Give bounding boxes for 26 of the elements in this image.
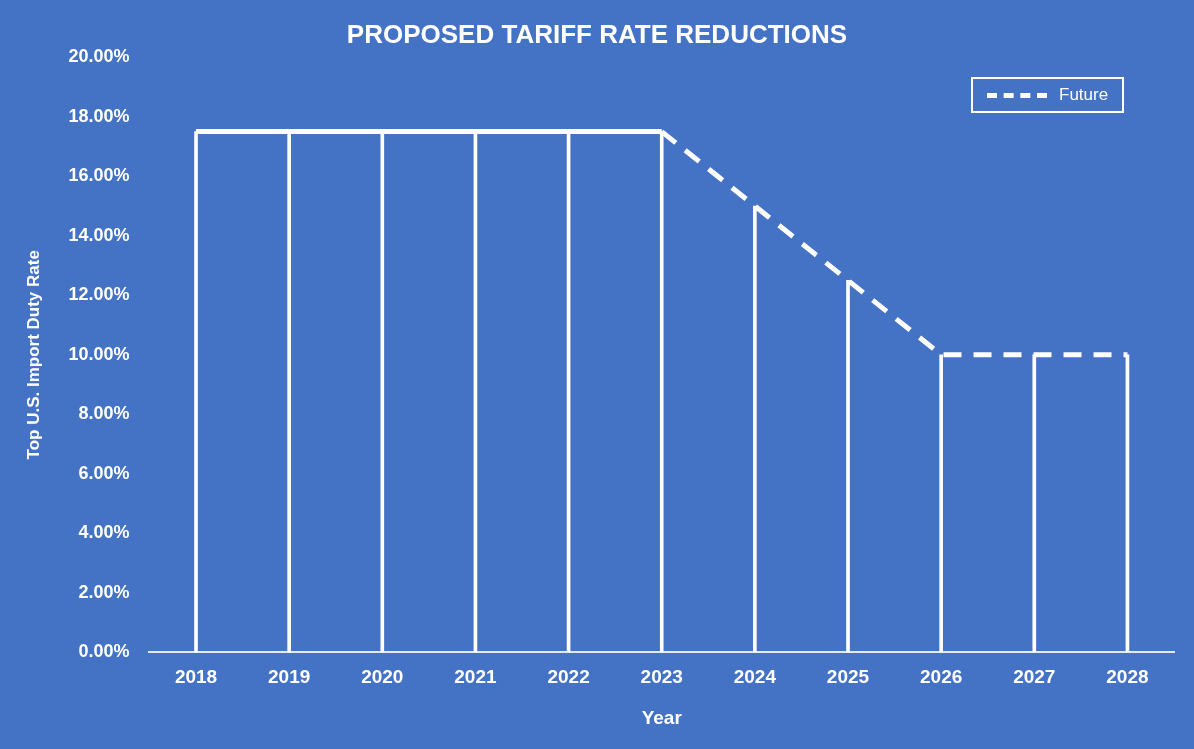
x-tick-label: 2022: [547, 666, 590, 688]
y-tick-label: 8.00%: [78, 403, 130, 424]
y-tick-label: 14.00%: [68, 224, 130, 245]
x-tick-label: 2021: [454, 666, 497, 688]
x-tick-label: 2028: [1106, 666, 1149, 688]
y-axis-title: Top U.S. Import Duty Rate: [23, 250, 43, 460]
y-tick-label: 4.00%: [78, 522, 130, 543]
x-tick-label: 2025: [826, 666, 870, 688]
y-tick-label: 10.00%: [68, 343, 130, 364]
y-tick-label: 16.00%: [68, 165, 130, 186]
x-tick-label: 2020: [361, 666, 404, 688]
x-tick-label: 2018: [174, 666, 218, 688]
y-tick-label: 18.00%: [68, 105, 130, 126]
x-tick-label: 2027: [1013, 666, 1056, 688]
chart-title: PROPOSED TARIFF RATE REDUCTIONS: [346, 18, 848, 49]
x-tick-label: 2026: [920, 666, 963, 688]
x-axis-title: Year: [641, 706, 683, 728]
x-tick-label: 2023: [640, 666, 683, 688]
legend-label: Future: [1059, 85, 1109, 106]
y-tick-label: 2.00%: [78, 581, 130, 602]
y-tick-label: 20.00%: [68, 46, 130, 67]
y-tick-label: 12.00%: [68, 284, 130, 305]
y-tick-label: 0.00%: [78, 641, 130, 662]
x-tick-label: 2024: [733, 666, 777, 688]
y-tick-label: 6.00%: [78, 462, 130, 483]
x-tick-label: 2019: [268, 666, 311, 688]
